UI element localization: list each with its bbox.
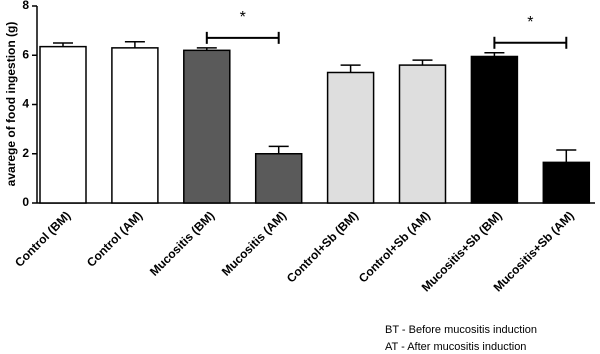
bar xyxy=(470,55,519,204)
bar xyxy=(254,153,303,204)
note: BT - Before mucositis induction xyxy=(385,324,537,336)
y-tick-label: 2 xyxy=(22,146,29,160)
x-tick-label: Mucositis (AM) xyxy=(219,208,289,278)
significance-mark: * xyxy=(240,9,246,26)
x-tick-label: Mucositis+Sb (BM) xyxy=(419,208,505,294)
bar xyxy=(111,47,159,204)
y-tick-label: 6 xyxy=(22,47,29,61)
y-tick-label: 8 xyxy=(22,0,29,12)
x-tick-label: Control (BM) xyxy=(12,208,73,269)
x-tick-label: Control+Sb (BM) xyxy=(284,208,361,285)
bar xyxy=(183,49,231,204)
note: AT - After mucositis induction xyxy=(385,341,526,353)
y-tick-label: 4 xyxy=(22,97,29,111)
x-tick-label: Mucositis+Sb (AM) xyxy=(491,208,577,294)
bar xyxy=(326,71,375,204)
significance-mark: * xyxy=(527,14,533,31)
y-tick-label: 0 xyxy=(22,195,29,209)
bar xyxy=(39,45,87,204)
bar xyxy=(542,161,591,204)
x-tick-label: Control+Sb (AM) xyxy=(356,208,433,285)
bar xyxy=(398,64,447,204)
x-tick-label: Mucositis (BM) xyxy=(147,208,217,278)
x-tick-label: Control (AM) xyxy=(84,208,145,269)
y-axis-label: avarege of food ingestion (g) xyxy=(4,22,18,187)
